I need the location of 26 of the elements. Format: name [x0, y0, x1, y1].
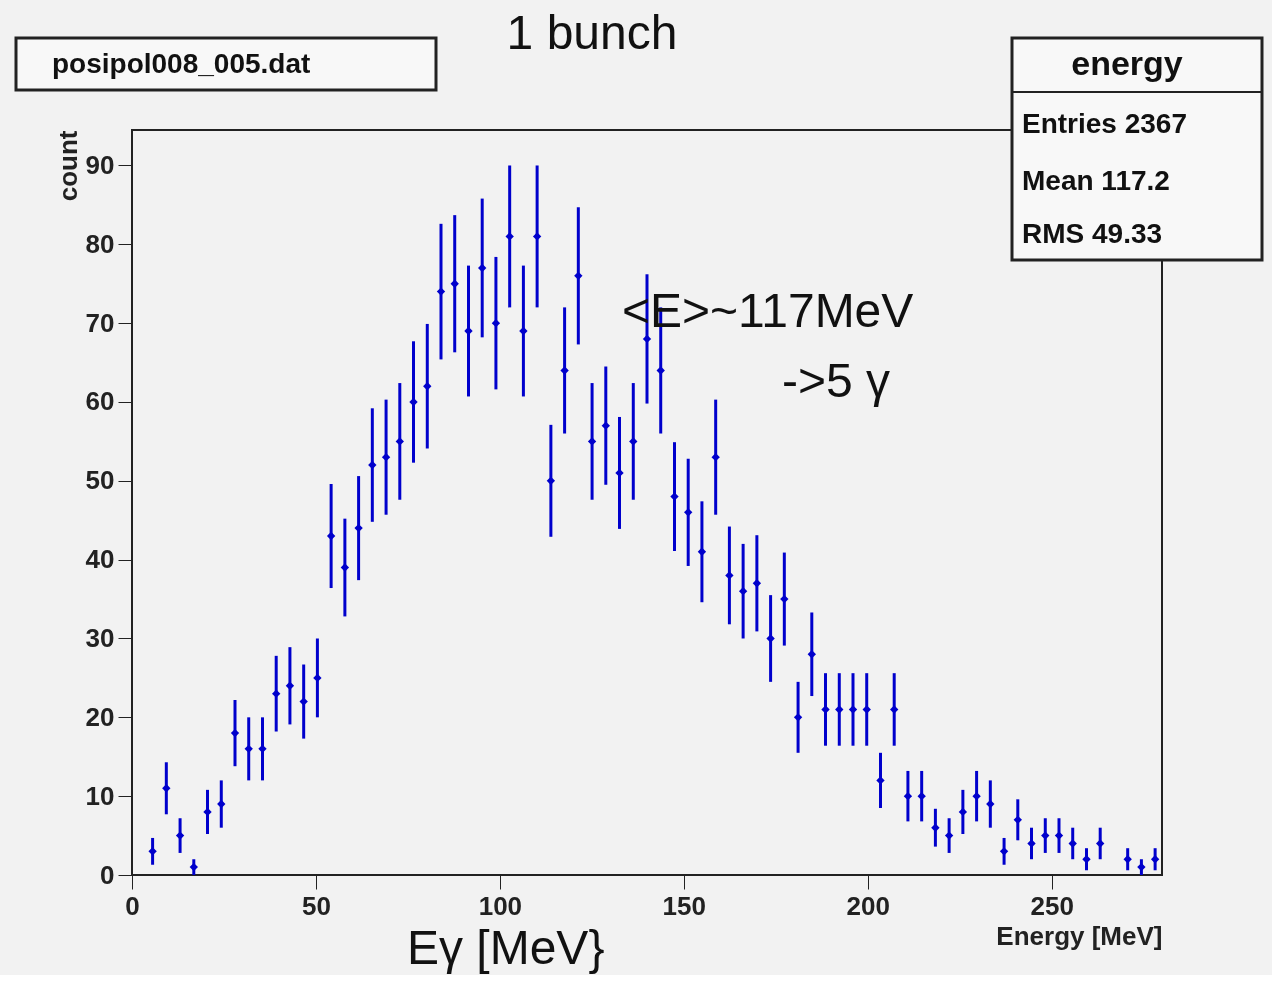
x-tick-label: 50: [301, 890, 331, 921]
y-tick-label: 30: [85, 622, 115, 653]
text: energy: [1071, 44, 1183, 82]
y-tick-label: 0: [100, 859, 115, 890]
x-tick-label: 200: [846, 890, 890, 921]
x-tick-label: 0: [125, 890, 140, 921]
y-tick-label: 80: [85, 228, 115, 259]
y-tick-label: 20: [85, 701, 115, 732]
chart-title: 1 bunch: [506, 6, 678, 59]
x-tick-label: 150: [662, 890, 706, 921]
x-tick-label: 250: [1030, 890, 1074, 921]
y-tick-label: 40: [85, 544, 115, 575]
y-tick-label: 10: [85, 780, 115, 811]
annotation: Entries 2367: [1022, 108, 1187, 139]
y-tick-label: 70: [85, 307, 115, 338]
x-tick-label: 100: [478, 890, 523, 921]
text: Eγ [MeV}: [407, 921, 605, 974]
y-tick-label: 90: [85, 149, 115, 180]
annotation: Mean 117.2: [1022, 165, 1170, 196]
annotation: RMS 49.33: [1022, 218, 1163, 249]
y-tick-label: 60: [85, 386, 115, 417]
x-axis-title: Energy [MeV]: [996, 920, 1163, 951]
y-axis-title: count: [52, 130, 83, 202]
y-tick-label: 50: [85, 465, 115, 496]
text: posipol008_005.dat: [52, 48, 311, 79]
annotation: ->5 γ: [782, 354, 891, 407]
